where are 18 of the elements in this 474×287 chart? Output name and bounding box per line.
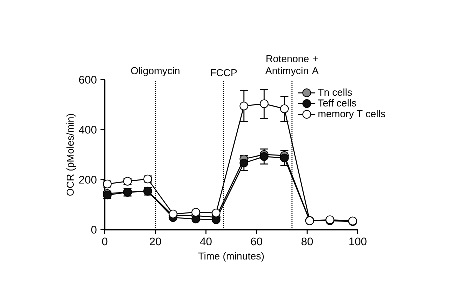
- x-tick-label: 80: [302, 238, 314, 246]
- x-tick-label: 40: [200, 238, 212, 246]
- legend-label: Tn cells: [318, 88, 352, 96]
- legend-label: Teff cells: [318, 99, 356, 107]
- ref-line-label: Oligomycin: [131, 67, 180, 76]
- y-tick-label: 0: [92, 226, 97, 234]
- y-tick-label: 600: [79, 76, 97, 84]
- ref-line-label: Rotenone + Antimycin A: [266, 56, 319, 76]
- ref-line-label: FCCP: [211, 69, 237, 76]
- x-tick-label: 20: [150, 238, 162, 246]
- x-tick-label: 60: [251, 238, 262, 246]
- x-axis-title: Time (minutes): [198, 252, 264, 262]
- y-axis-title: OCR (pMoles/min): [66, 114, 76, 196]
- y-tick-label: 200: [79, 176, 97, 184]
- x-tick-label: 100: [350, 238, 367, 246]
- legend-label: memory T cells: [318, 110, 386, 120]
- y-tick-label: 400: [79, 126, 97, 134]
- x-tick-label: 0: [102, 238, 108, 246]
